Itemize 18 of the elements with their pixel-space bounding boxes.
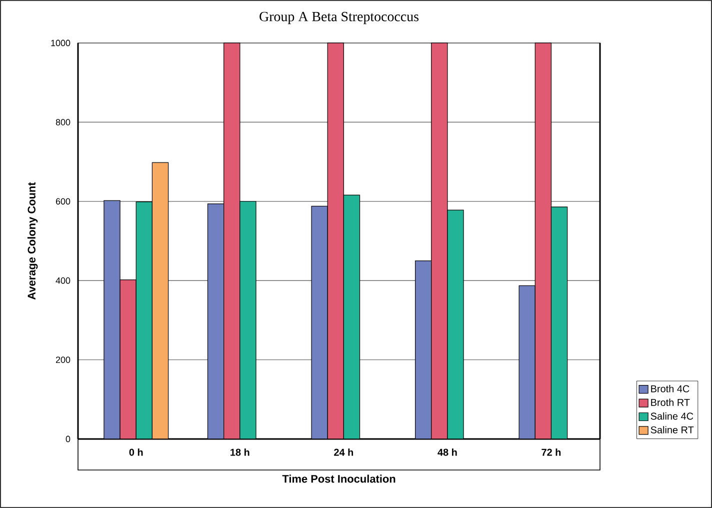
x-tick-label: 18 h <box>230 448 250 456</box>
y-axis-title: Average Colony Count <box>27 182 38 300</box>
y-tick-label: 600 <box>56 198 70 205</box>
x-axis-title: Time Post Inoculation <box>282 474 396 483</box>
legend-label: Saline RT <box>650 426 694 434</box>
y-tick-label: 1000 <box>51 40 70 46</box>
y-tick-label: 0 <box>66 436 70 442</box>
y-tick-label: 400 <box>56 277 70 284</box>
x-tick-label: 24 h <box>334 448 354 456</box>
chart-title: Group A Beta Streptococcus <box>260 12 418 24</box>
x-tick-label: 0 h <box>129 448 143 456</box>
legend-label: Broth 4C <box>651 384 690 392</box>
x-tick-label: 48 h <box>438 448 457 456</box>
legend-label: Broth RT <box>651 398 690 406</box>
legend-label: Saline 4C <box>650 412 694 420</box>
x-tick-label: 72 h <box>542 448 561 456</box>
y-tick-label: 200 <box>56 356 70 363</box>
y-tick-label: 800 <box>56 119 70 126</box>
